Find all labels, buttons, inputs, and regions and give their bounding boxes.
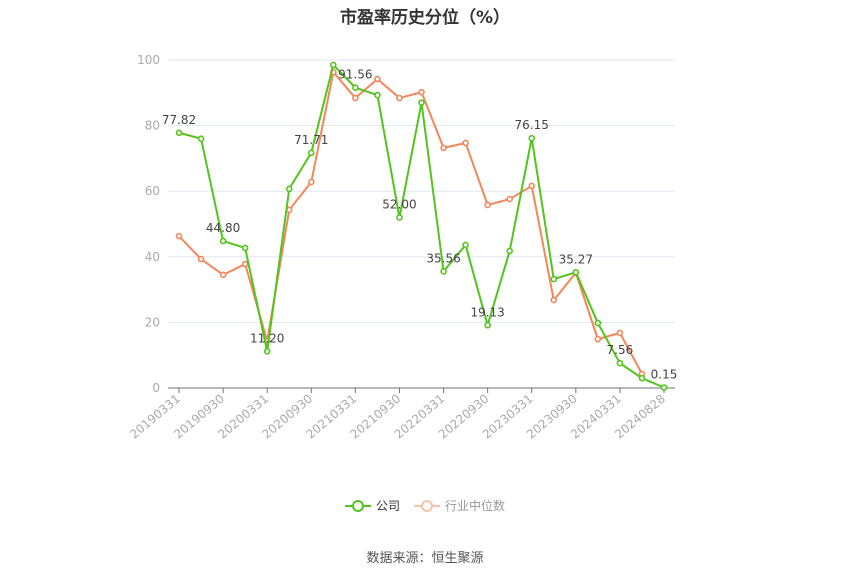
data-point[interactable] (462, 241, 469, 249)
data-point[interactable] (396, 94, 403, 102)
series-lines (175, 61, 668, 391)
data-point[interactable] (506, 195, 513, 203)
data-label: 44.80 (206, 221, 240, 235)
legend-label-industry: 行业中位数 (445, 499, 506, 513)
data-point[interactable] (241, 244, 249, 252)
data-point[interactable] (550, 296, 558, 304)
data-point[interactable] (638, 374, 646, 382)
y-tick-label: 60 (145, 184, 160, 198)
line-chart: 0 20 40 60 80 100 201903312019093020200331202… (127, 53, 678, 442)
legend-label-company: 公司 (375, 499, 400, 513)
legend-item-company[interactable]: 公司 (344, 497, 400, 514)
data-point[interactable] (572, 269, 580, 276)
data-label: 19.13 (470, 305, 504, 319)
data-label: 0.15 (651, 368, 678, 382)
data-point[interactable] (616, 329, 624, 337)
data-point[interactable] (506, 247, 513, 255)
data-point[interactable] (241, 260, 249, 268)
data-point[interactable] (263, 347, 271, 355)
data-label: 71.71 (294, 133, 328, 147)
data-point[interactable] (484, 201, 491, 209)
data-point[interactable] (484, 321, 491, 329)
x-axis: 2019033120190930202003312020093020210331… (127, 387, 675, 442)
data-label: 91.56 (338, 68, 372, 82)
legend-industry-icon (414, 499, 440, 512)
data-point[interactable] (418, 88, 425, 96)
data-point[interactable] (197, 255, 205, 263)
data-label: 35.56 (426, 251, 460, 265)
data-point[interactable] (307, 178, 315, 186)
data-source: 数据来源：恒生聚源 (366, 551, 484, 566)
data-point[interactable] (440, 268, 447, 275)
data-point[interactable] (285, 185, 293, 193)
data-point[interactable] (594, 335, 602, 343)
y-axis-ticks: 0 20 40 60 80 100 (137, 53, 160, 395)
data-label: 7.56 (607, 343, 634, 357)
data-point[interactable] (374, 91, 381, 99)
data-point[interactable] (594, 319, 602, 327)
data-point[interactable] (374, 75, 381, 83)
y-tick-label: 20 (145, 315, 160, 329)
data-point[interactable] (418, 99, 425, 106)
y-tick-label: 100 (137, 53, 160, 67)
y-tick-label: 80 (145, 119, 160, 133)
data-labels: 77.82 44.80 11.20 71.71 91.56 52.00 35.56 19.13… (162, 68, 678, 382)
y-tick-label: 40 (145, 250, 160, 264)
data-point[interactable] (528, 134, 536, 142)
industry-line (178, 71, 643, 375)
data-point[interactable] (175, 232, 183, 240)
data-point[interactable] (219, 237, 227, 245)
data-point[interactable] (616, 359, 624, 367)
data-point[interactable] (528, 182, 536, 190)
data-point[interactable] (440, 144, 447, 152)
legend-company-icon (344, 499, 371, 512)
data-label: 52.00 (382, 197, 416, 211)
data-label: 77.82 (162, 113, 196, 127)
data-point[interactable] (660, 384, 668, 391)
legend: 公司 行业中位数 (0, 497, 850, 514)
grid-lines (168, 59, 675, 323)
data-point[interactable] (219, 271, 227, 279)
legend-item-industry[interactable]: 行业中位数 (414, 497, 505, 514)
data-point[interactable] (462, 139, 469, 147)
data-label: 35.27 (559, 252, 593, 266)
data-label: 76.15 (515, 118, 549, 132)
data-point[interactable] (396, 214, 403, 221)
data-point[interactable] (352, 84, 359, 91)
chart-title: 市盈率历史分位（%） (339, 8, 511, 28)
data-point[interactable] (197, 135, 205, 143)
data-point[interactable] (330, 61, 337, 69)
data-point[interactable] (175, 129, 183, 137)
data-point[interactable] (307, 149, 315, 157)
data-point[interactable] (550, 275, 558, 283)
data-label: 11.20 (250, 331, 284, 345)
data-point[interactable] (352, 94, 359, 102)
y-tick-label: 0 (152, 381, 160, 395)
